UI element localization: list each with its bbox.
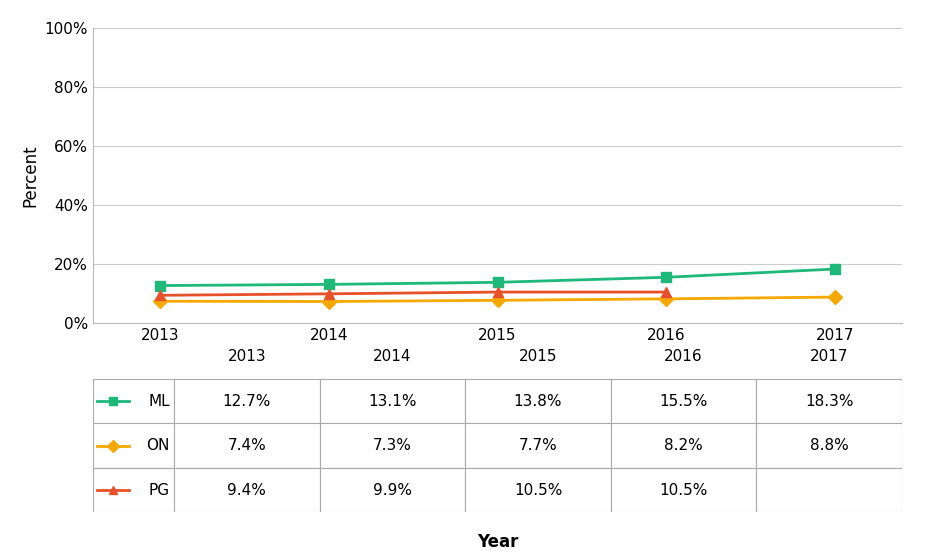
Text: 2017: 2017 (810, 349, 848, 364)
Line: ON: ON (155, 292, 840, 306)
Text: 10.5%: 10.5% (659, 483, 708, 497)
ON (154, 298, 166, 305)
Text: 10.5%: 10.5% (513, 483, 563, 497)
PG (492, 289, 503, 295)
Text: PG: PG (149, 483, 170, 497)
Text: 9.4%: 9.4% (227, 483, 266, 497)
Text: 18.3%: 18.3% (805, 394, 854, 408)
Bar (756, 423, 902, 468)
PG (660, 289, 671, 295)
Bar (756, 468, 902, 512)
Bar (320, 379, 465, 423)
Bar (320, 423, 465, 468)
ML (492, 279, 503, 286)
Text: ON: ON (147, 438, 170, 453)
Bar (611, 423, 756, 468)
ML (154, 282, 166, 289)
Text: 8.8%: 8.8% (810, 438, 849, 453)
Text: 7.7%: 7.7% (519, 438, 557, 453)
Text: 13.1%: 13.1% (368, 394, 417, 408)
Bar (465, 423, 611, 468)
Bar (611, 468, 756, 512)
Bar (174, 379, 320, 423)
Bar (465, 379, 611, 423)
Text: 2013: 2013 (228, 349, 266, 364)
ML (324, 281, 335, 288)
Bar (756, 379, 902, 423)
Text: 15.5%: 15.5% (659, 394, 708, 408)
Line: PG: PG (155, 287, 671, 300)
ON (492, 297, 503, 304)
PG (154, 292, 166, 299)
Bar (93, 379, 174, 423)
Text: ML: ML (148, 394, 170, 408)
Text: 12.7%: 12.7% (222, 394, 271, 408)
Text: 7.3%: 7.3% (373, 438, 412, 453)
Text: 8.2%: 8.2% (664, 438, 703, 453)
ML (829, 266, 840, 272)
Text: 2014: 2014 (373, 349, 412, 364)
Text: 7.4%: 7.4% (227, 438, 266, 453)
Line: ML: ML (155, 264, 840, 290)
Bar (611, 379, 756, 423)
Text: 2015: 2015 (519, 349, 557, 364)
ON (829, 294, 840, 300)
PG (324, 291, 335, 297)
Y-axis label: Percent: Percent (21, 144, 39, 207)
Bar (93, 423, 174, 468)
ON (324, 298, 335, 305)
Text: 2016: 2016 (664, 349, 703, 364)
Bar (174, 468, 320, 512)
Text: 13.8%: 13.8% (513, 394, 563, 408)
Bar (320, 468, 465, 512)
Bar (93, 468, 174, 512)
Bar (465, 468, 611, 512)
ML (660, 274, 671, 281)
Bar (174, 423, 320, 468)
Text: Year: Year (477, 534, 518, 551)
ON (660, 296, 671, 302)
Text: 9.9%: 9.9% (373, 483, 412, 497)
